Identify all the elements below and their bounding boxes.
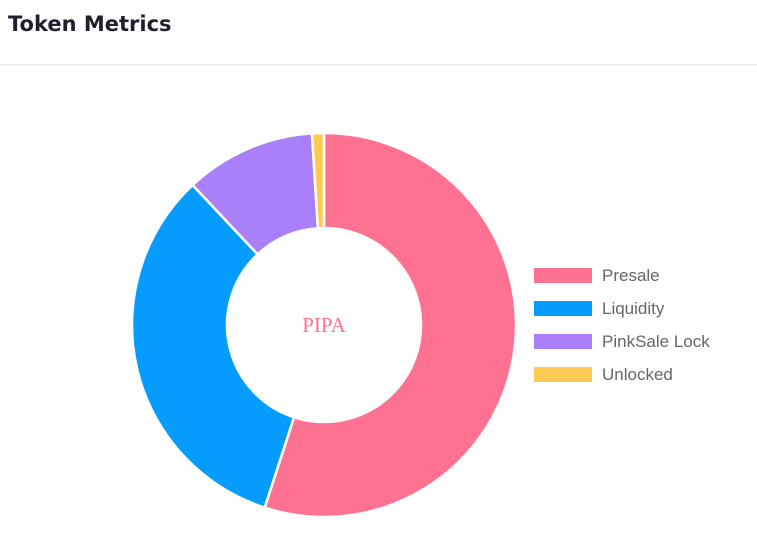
legend-item-unlocked[interactable]: Unlocked — [534, 365, 673, 384]
legend-swatch — [534, 334, 592, 349]
legend-item-presale[interactable]: Presale — [534, 266, 660, 285]
legend-item-liquidity[interactable]: Liquidity — [534, 299, 665, 318]
legend-label: Presale — [602, 266, 660, 285]
card-title: Token Metrics — [8, 12, 172, 36]
legend-swatch — [534, 268, 592, 283]
chart-legend: Presale Liquidity PinkSale Lock Unlocked — [534, 266, 710, 384]
slice-unlocked[interactable] — [310, 131, 326, 230]
legend-label: PinkSale Lock — [602, 332, 710, 351]
legend-label: Liquidity — [602, 299, 665, 318]
chart-slices — [130, 131, 518, 519]
slice-liquidity[interactable] — [130, 183, 296, 509]
chart-center-label: PIPA — [302, 313, 346, 337]
card-header: Token Metrics — [0, 0, 757, 65]
legend-label: Unlocked — [602, 365, 673, 384]
legend-swatch — [534, 301, 592, 316]
legend-swatch — [534, 367, 592, 382]
legend-item-pinksale-lock[interactable]: PinkSale Lock — [534, 332, 710, 351]
slice-presale[interactable] — [263, 131, 518, 519]
